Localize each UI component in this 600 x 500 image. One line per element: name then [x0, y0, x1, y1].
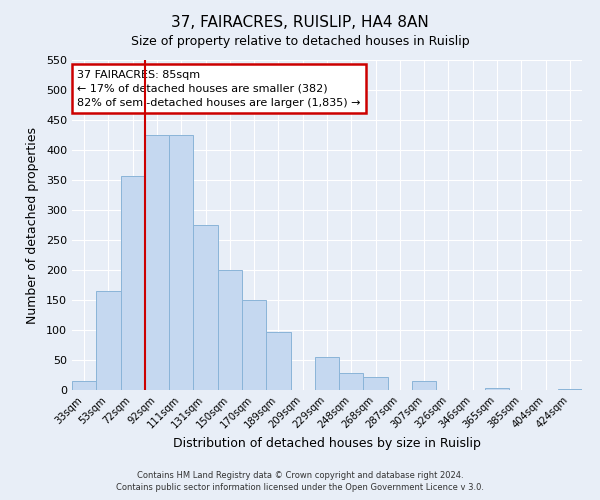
Bar	[193, 225, 218, 390]
Bar	[96, 291, 121, 390]
Bar	[218, 270, 242, 390]
Bar	[121, 176, 145, 390]
Bar	[558, 389, 582, 390]
Text: Contains HM Land Registry data © Crown copyright and database right 2024.
Contai: Contains HM Land Registry data © Crown c…	[116, 470, 484, 492]
Bar	[339, 373, 364, 390]
Bar	[315, 357, 339, 390]
Bar	[412, 381, 436, 390]
Bar	[72, 381, 96, 390]
Bar	[145, 135, 169, 390]
Bar	[266, 332, 290, 390]
Bar	[169, 135, 193, 390]
Text: 37 FAIRACRES: 85sqm
← 17% of detached houses are smaller (382)
82% of semi-detac: 37 FAIRACRES: 85sqm ← 17% of detached ho…	[77, 70, 361, 108]
Y-axis label: Number of detached properties: Number of detached properties	[26, 126, 39, 324]
X-axis label: Distribution of detached houses by size in Ruislip: Distribution of detached houses by size …	[173, 438, 481, 450]
Text: 37, FAIRACRES, RUISLIP, HA4 8AN: 37, FAIRACRES, RUISLIP, HA4 8AN	[171, 15, 429, 30]
Bar	[485, 388, 509, 390]
Bar	[242, 300, 266, 390]
Bar	[364, 377, 388, 390]
Text: Size of property relative to detached houses in Ruislip: Size of property relative to detached ho…	[131, 35, 469, 48]
